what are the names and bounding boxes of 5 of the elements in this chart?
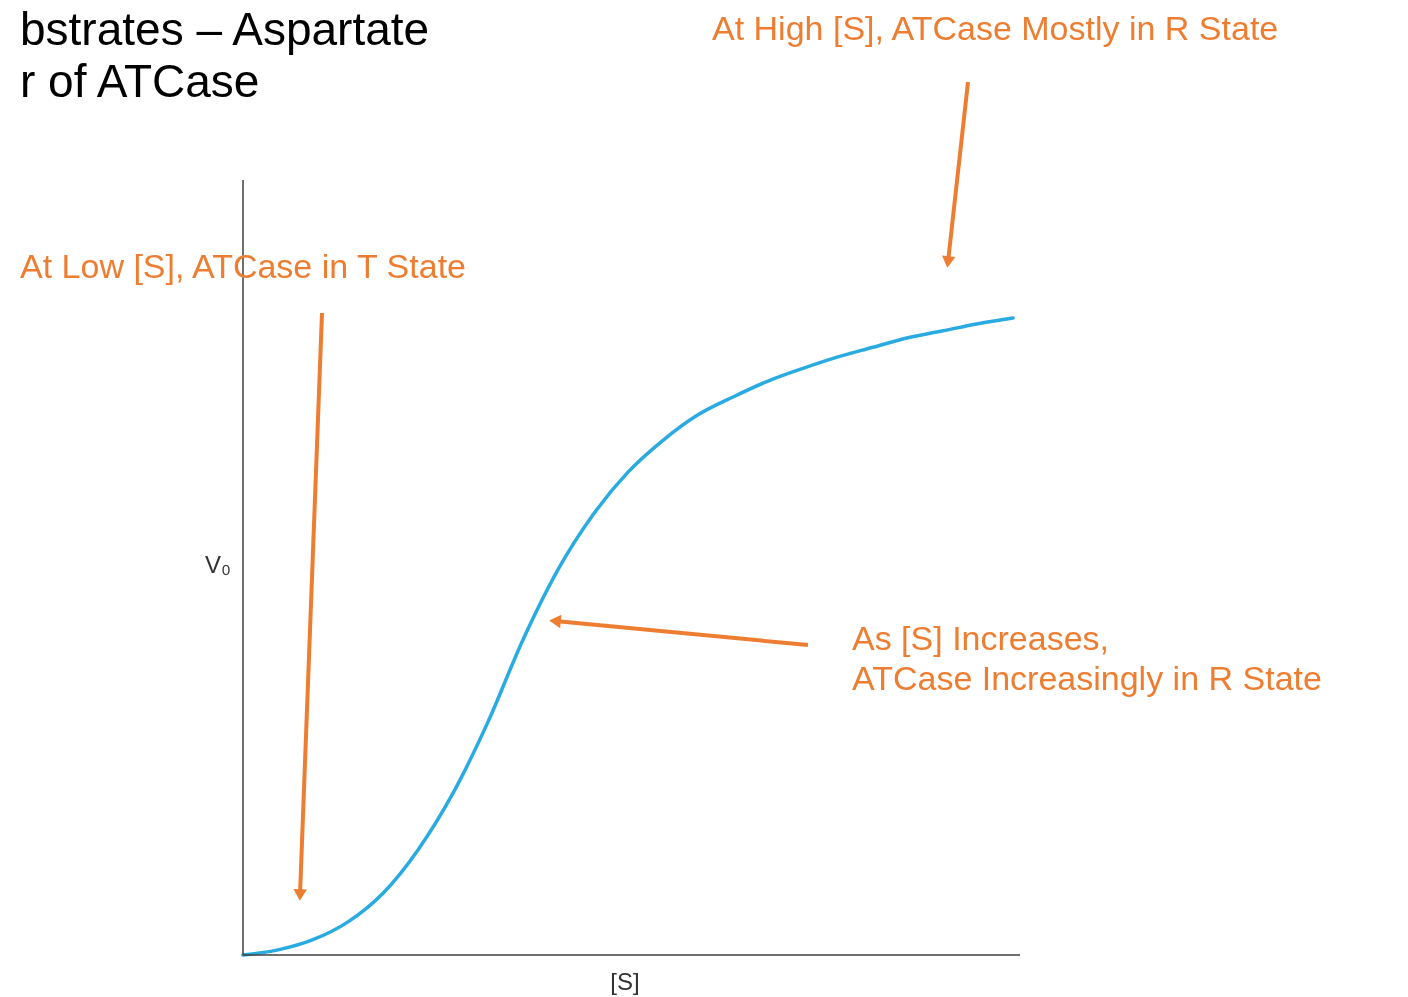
x-axis-title: [S] <box>610 968 640 995</box>
chart-title: bstrates – Aspartate r of ATCase <box>20 3 430 107</box>
y-axis-title: V₀ <box>205 551 231 578</box>
text: At High [S], ATCase Mostly in R State <box>712 9 1279 47</box>
annotation: As [S] Increases, ATCase Increasingly in R State <box>852 619 1322 697</box>
